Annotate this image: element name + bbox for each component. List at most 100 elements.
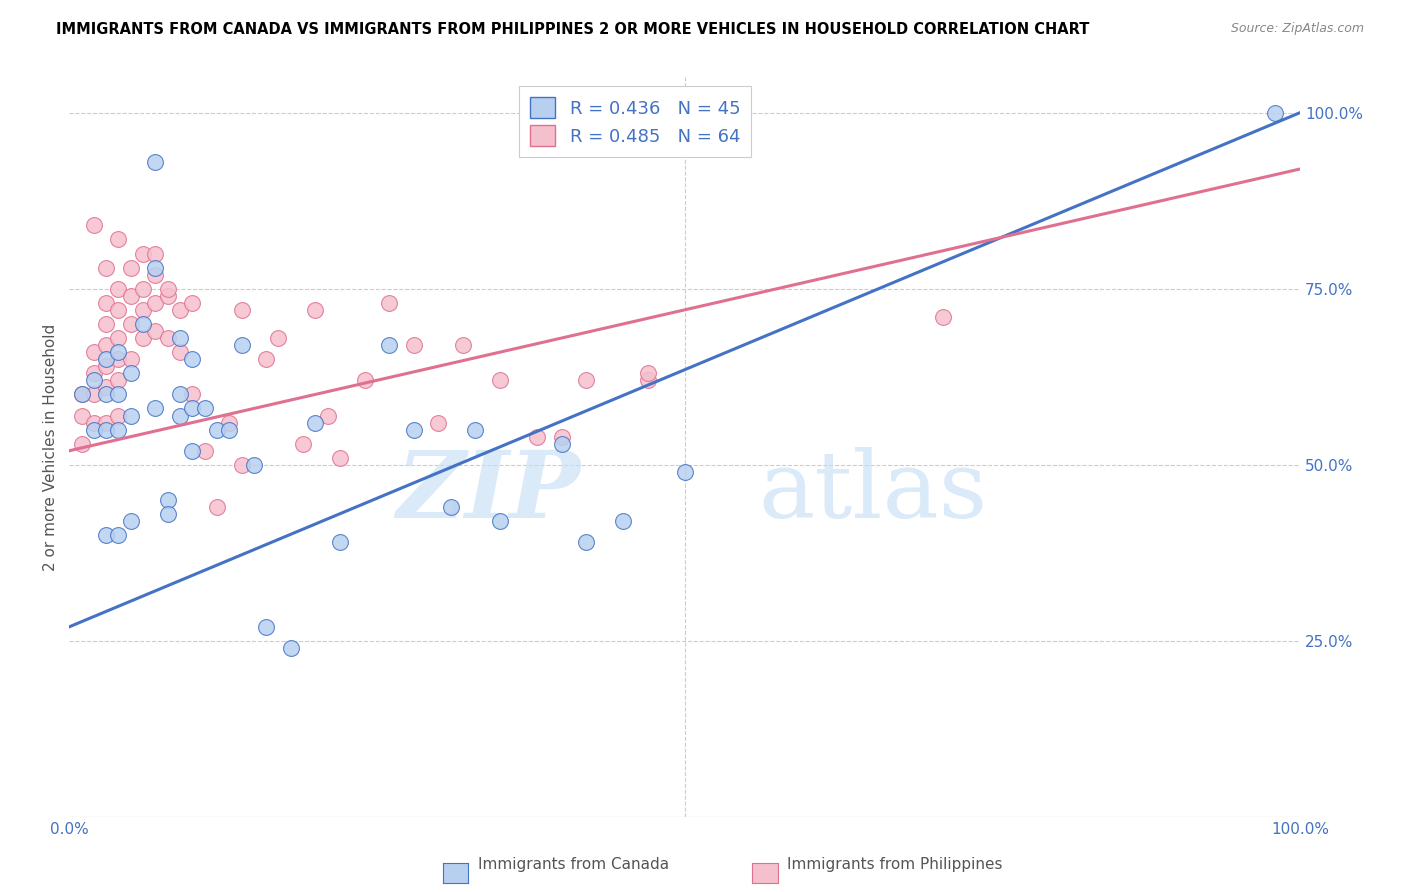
Point: [145, 295, 167, 310]
Point: [231, 338, 253, 352]
Point: [194, 443, 217, 458]
Point: [132, 282, 155, 296]
Point: [145, 401, 167, 416]
Point: [120, 409, 142, 423]
Point: [132, 317, 155, 331]
Point: [156, 331, 179, 345]
Point: [254, 352, 277, 367]
Point: [181, 295, 204, 310]
Point: [70, 387, 93, 401]
Point: [107, 345, 129, 359]
Point: [156, 289, 179, 303]
Point: [96, 295, 118, 310]
Text: atlas: atlas: [758, 447, 988, 537]
Point: [181, 443, 204, 458]
Point: [329, 450, 352, 465]
Point: [526, 430, 548, 444]
Point: [637, 373, 659, 387]
Point: [550, 436, 572, 450]
Point: [120, 514, 142, 528]
Point: [107, 409, 129, 423]
Point: [451, 338, 474, 352]
Point: [329, 535, 352, 549]
Point: [353, 373, 375, 387]
Point: [83, 373, 105, 387]
Point: [70, 409, 93, 423]
Point: [132, 246, 155, 260]
Point: [107, 331, 129, 345]
Point: [96, 380, 118, 394]
Point: [107, 232, 129, 246]
Point: [181, 387, 204, 401]
Text: Source: ZipAtlas.com: Source: ZipAtlas.com: [1230, 22, 1364, 36]
Point: [96, 317, 118, 331]
Text: ZIP: ZIP: [395, 447, 581, 537]
Point: [280, 640, 302, 655]
Point: [70, 387, 93, 401]
Point: [145, 246, 167, 260]
Point: [218, 416, 240, 430]
Text: IMMIGRANTS FROM CANADA VS IMMIGRANTS FROM PHILIPPINES 2 OR MORE VEHICLES IN HOUS: IMMIGRANTS FROM CANADA VS IMMIGRANTS FRO…: [56, 22, 1090, 37]
Point: [96, 359, 118, 374]
Point: [231, 458, 253, 472]
Point: [96, 352, 118, 367]
Point: [575, 373, 598, 387]
Point: [254, 620, 277, 634]
Point: [83, 416, 105, 430]
Point: [107, 282, 129, 296]
Point: [120, 352, 142, 367]
Point: [427, 416, 450, 430]
Point: [378, 338, 401, 352]
Point: [132, 331, 155, 345]
Point: [156, 507, 179, 521]
Point: [489, 373, 512, 387]
Point: [231, 302, 253, 317]
Point: [156, 282, 179, 296]
Point: [489, 514, 512, 528]
Point: [304, 416, 326, 430]
Text: Immigrants from Canada: Immigrants from Canada: [478, 857, 669, 871]
Point: [169, 409, 191, 423]
Point: [83, 345, 105, 359]
Point: [243, 458, 266, 472]
Point: [181, 401, 204, 416]
Point: [107, 352, 129, 367]
Point: [169, 345, 191, 359]
Point: [932, 310, 955, 324]
Point: [96, 387, 118, 401]
Point: [181, 352, 204, 367]
Point: [145, 324, 167, 338]
Point: [292, 436, 315, 450]
Point: [107, 528, 129, 542]
Point: [169, 302, 191, 317]
Point: [205, 500, 228, 514]
Point: [169, 387, 191, 401]
Point: [218, 423, 240, 437]
Point: [96, 423, 118, 437]
Point: [402, 338, 425, 352]
Y-axis label: 2 or more Vehicles in Household: 2 or more Vehicles in Household: [44, 324, 58, 571]
Point: [612, 514, 634, 528]
Point: [402, 423, 425, 437]
Point: [83, 366, 105, 380]
Point: [169, 331, 191, 345]
Point: [83, 423, 105, 437]
Point: [550, 430, 572, 444]
Point: [304, 302, 326, 317]
Point: [156, 493, 179, 508]
Point: [316, 409, 339, 423]
Point: [378, 295, 401, 310]
Point: [267, 331, 290, 345]
Point: [96, 260, 118, 275]
Point: [637, 366, 659, 380]
Point: [83, 387, 105, 401]
Point: [120, 260, 142, 275]
Text: Immigrants from Philippines: Immigrants from Philippines: [787, 857, 1002, 871]
Point: [205, 423, 228, 437]
Point: [673, 465, 696, 479]
Point: [107, 302, 129, 317]
Point: [120, 317, 142, 331]
Point: [1264, 105, 1286, 120]
Point: [107, 423, 129, 437]
Point: [145, 260, 167, 275]
